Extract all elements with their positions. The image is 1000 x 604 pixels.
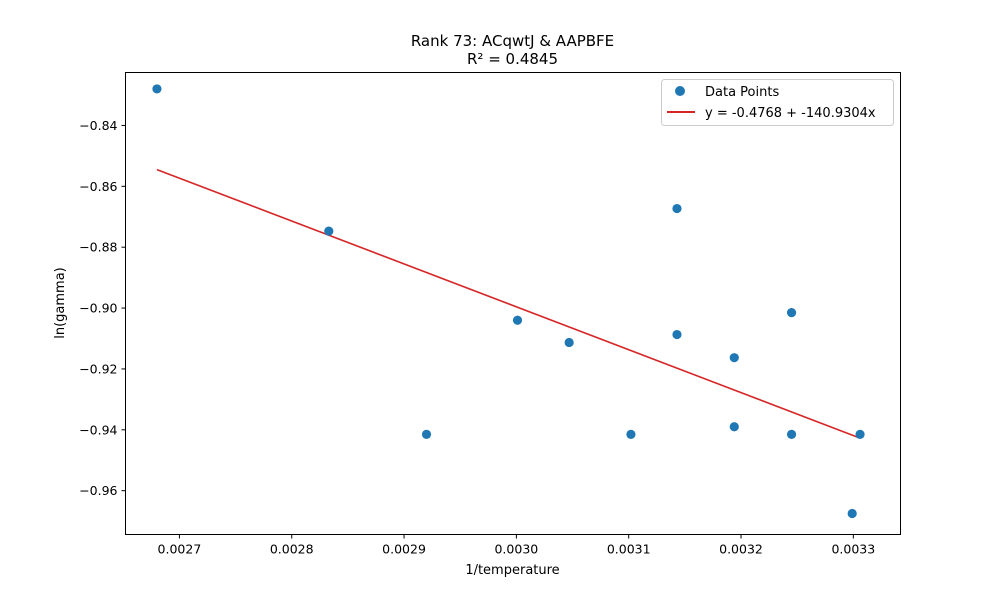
y-tick-label: −0.86 [79,179,117,194]
data-point [512,315,523,325]
data-point [786,429,797,439]
data-point [847,508,857,519]
x-tick-label: 0.0030 [494,542,538,557]
x-tick-label: 0.0029 [382,542,426,557]
y-tick-label: −0.90 [79,301,117,316]
y-tick-label: −0.96 [79,483,117,498]
y-tick-label: −0.88 [79,240,117,255]
x-tick-label: 0.0028 [270,542,314,557]
axis-ticks: 0.0027 0.0028 0.0029 0.0030 0.0031 0.0032 0.00… [79,118,875,557]
data-point [672,329,682,340]
data-point [564,337,574,348]
data-point [786,308,797,318]
regression-line [156,168,861,439]
x-tick-label: 0.0031 [607,542,651,557]
data-point [729,422,739,432]
legend-label-data-points: Data Points [705,85,779,100]
regression-line-layer [156,168,861,439]
x-tick-label: 0.0032 [719,542,763,557]
y-tick-label: −0.94 [79,422,117,437]
y-tick-label: −0.84 [79,118,117,133]
data-point [672,203,682,214]
y-tick-label: −0.92 [79,361,117,376]
legend-box [661,79,894,126]
data-point [855,429,865,439]
data-point [729,353,739,363]
legend-marker-data-points [675,86,685,96]
x-tick-label: 0.0027 [158,542,202,557]
data-point [626,429,636,439]
legend: Data Points y = -0.4768 + -140.9304x [661,79,894,126]
data-points-layer [152,84,865,519]
x-tick-label: 0.0033 [831,542,875,557]
x-axis-label: 1/temperature [465,563,559,578]
data-point [152,84,162,94]
data-point [421,429,432,439]
chart-subtitle: R² = 0.4845 [467,50,558,68]
y-axis-label: ln(gamma) [53,267,68,339]
legend-label-fit-line: y = -0.4768 + -140.9304x [705,106,876,121]
plot-frame [125,72,901,535]
chart-title: Rank 73: ACqwtJ & AAPBFE [411,32,614,50]
data-point [324,226,334,236]
